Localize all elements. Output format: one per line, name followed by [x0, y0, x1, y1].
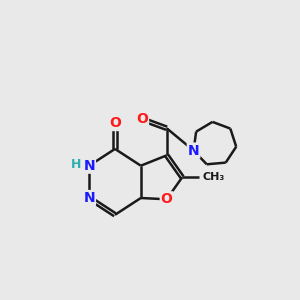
- Text: O: O: [136, 112, 148, 126]
- Text: N: N: [83, 191, 95, 205]
- Text: O: O: [161, 192, 172, 206]
- Text: CH₃: CH₃: [202, 172, 224, 182]
- Text: H: H: [71, 158, 81, 171]
- Text: O: O: [109, 116, 121, 130]
- Text: N: N: [188, 143, 200, 158]
- Text: N: N: [83, 159, 95, 173]
